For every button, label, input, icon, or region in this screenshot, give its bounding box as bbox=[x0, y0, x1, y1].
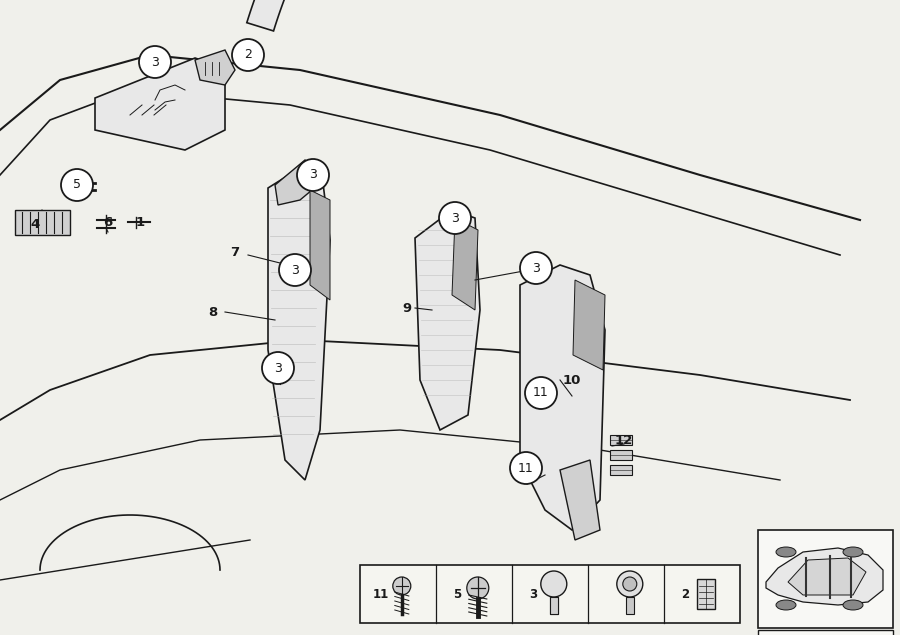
Ellipse shape bbox=[776, 547, 796, 557]
Circle shape bbox=[139, 46, 171, 78]
Polygon shape bbox=[452, 218, 478, 310]
Circle shape bbox=[467, 577, 489, 599]
Text: 5: 5 bbox=[454, 587, 462, 601]
Text: 2: 2 bbox=[244, 48, 252, 62]
Circle shape bbox=[520, 252, 552, 284]
Circle shape bbox=[232, 39, 264, 71]
Text: 4: 4 bbox=[31, 218, 40, 231]
Text: 00041496: 00041496 bbox=[797, 634, 854, 635]
Circle shape bbox=[279, 254, 311, 286]
Text: 1: 1 bbox=[135, 217, 145, 229]
Circle shape bbox=[623, 577, 637, 591]
Polygon shape bbox=[520, 265, 605, 530]
Text: 11: 11 bbox=[533, 387, 549, 399]
Text: 7: 7 bbox=[230, 246, 239, 260]
Circle shape bbox=[510, 452, 542, 484]
Polygon shape bbox=[95, 58, 225, 150]
Text: 3: 3 bbox=[309, 168, 317, 182]
Polygon shape bbox=[268, 168, 330, 480]
Circle shape bbox=[525, 377, 557, 409]
Text: 12: 12 bbox=[615, 434, 633, 446]
Text: 3: 3 bbox=[529, 587, 537, 601]
Bar bbox=[610, 435, 632, 445]
Circle shape bbox=[61, 169, 93, 201]
Polygon shape bbox=[195, 50, 235, 85]
Ellipse shape bbox=[843, 600, 863, 610]
Text: 3: 3 bbox=[151, 55, 159, 69]
Text: 10: 10 bbox=[562, 373, 581, 387]
Polygon shape bbox=[560, 460, 600, 540]
Polygon shape bbox=[415, 210, 480, 430]
Bar bbox=[610, 450, 632, 460]
Circle shape bbox=[392, 577, 410, 595]
Text: 11: 11 bbox=[374, 587, 390, 601]
Polygon shape bbox=[626, 597, 634, 614]
Ellipse shape bbox=[843, 547, 863, 557]
Circle shape bbox=[616, 571, 643, 597]
Polygon shape bbox=[15, 210, 70, 235]
Polygon shape bbox=[310, 190, 330, 300]
Text: 3: 3 bbox=[274, 361, 282, 375]
Polygon shape bbox=[550, 597, 558, 614]
Text: 2: 2 bbox=[681, 587, 689, 601]
Circle shape bbox=[541, 571, 567, 597]
Polygon shape bbox=[573, 280, 605, 370]
Bar bbox=[360, 565, 740, 623]
Text: 9: 9 bbox=[402, 302, 411, 314]
Polygon shape bbox=[766, 548, 883, 605]
Text: 3: 3 bbox=[532, 262, 540, 274]
Polygon shape bbox=[788, 558, 866, 595]
Circle shape bbox=[439, 202, 471, 234]
Text: 3: 3 bbox=[451, 211, 459, 225]
Ellipse shape bbox=[776, 600, 796, 610]
Text: 6: 6 bbox=[104, 217, 112, 229]
Polygon shape bbox=[247, 0, 536, 31]
FancyBboxPatch shape bbox=[758, 630, 893, 635]
Text: 11: 11 bbox=[518, 462, 534, 474]
Text: 3: 3 bbox=[291, 264, 299, 276]
Circle shape bbox=[297, 159, 329, 191]
Polygon shape bbox=[697, 579, 715, 609]
Polygon shape bbox=[275, 160, 322, 205]
Text: 5: 5 bbox=[73, 178, 81, 192]
Bar bbox=[758, 530, 893, 628]
Bar bbox=[610, 465, 632, 475]
Text: 8: 8 bbox=[209, 305, 218, 319]
Circle shape bbox=[262, 352, 294, 384]
